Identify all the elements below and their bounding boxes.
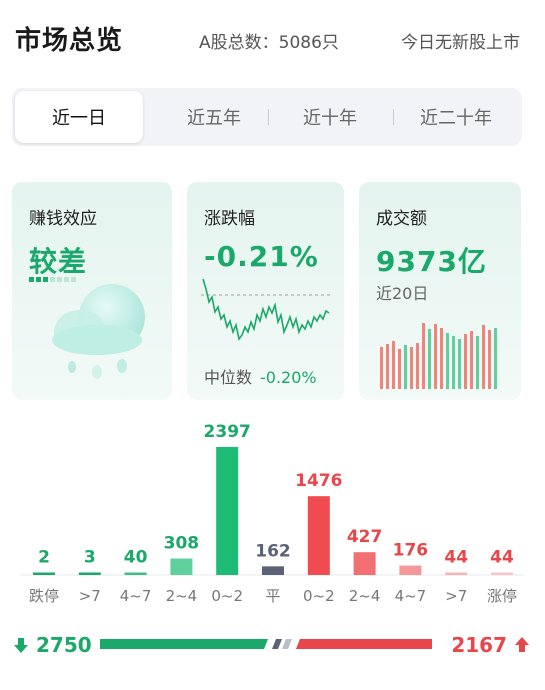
volume-period: 近20日 <box>376 284 429 303</box>
effect-meter <box>29 277 76 282</box>
up-summary: 2167 <box>451 633 531 657</box>
flat-ratio-segment-light <box>282 639 292 649</box>
flat-ratio-segment <box>272 639 282 649</box>
bar-value-label: 40 <box>124 548 148 568</box>
volume-title: 成交额 <box>376 209 427 229</box>
distribution-bar <box>33 572 55 575</box>
volume-bars <box>380 323 497 389</box>
arrow-up-icon <box>515 637 529 652</box>
total-stocks-value: 5086只 <box>278 33 339 53</box>
distribution-bar <box>216 447 239 575</box>
cloud-rain-icon <box>52 284 145 379</box>
up-count: 2167 <box>451 633 507 657</box>
category-label: 平 <box>265 587 280 605</box>
change-value: -0.21% <box>204 240 319 273</box>
distribution-bar <box>124 572 147 575</box>
page-title: 市场总览 <box>15 26 124 56</box>
distribution-bar <box>262 566 284 575</box>
up-down-ratio-bar <box>100 639 432 649</box>
category-label: 2~4 <box>166 587 198 605</box>
distribution-bar <box>78 572 101 575</box>
down-ratio-segment <box>100 639 268 649</box>
category-label: >7 <box>445 587 467 605</box>
bar-value-label: 162 <box>255 541 291 561</box>
category-label: 涨停 <box>487 587 517 605</box>
change-title: 涨跌幅 <box>204 209 255 229</box>
category-label: 4~7 <box>395 587 427 605</box>
distribution-chart: 2 跌停 3 >7 40 4~7 308 2~4 2397 0~2 162 平 1476 0~2 427 2~… <box>20 422 525 605</box>
change-card[interactable]: 涨跌幅 -0.21% 中位数 -0.20% <box>187 182 344 400</box>
distribution-bar <box>445 572 468 575</box>
bar-value-label: 2 <box>38 548 50 568</box>
tab-1d[interactable]: 近一日 <box>15 91 143 143</box>
tab-20y[interactable]: 近二十年 <box>420 108 492 129</box>
total-stocks: A股总数：5086只 <box>199 28 339 53</box>
intraday-sparkline <box>201 278 331 341</box>
distribution-bar <box>491 572 513 575</box>
tab-10y[interactable]: 近十年 <box>303 108 357 129</box>
bar-value-label: 2397 <box>204 422 251 442</box>
median: 中位数 -0.20% <box>204 364 317 388</box>
bar-value-label: 1476 <box>295 471 342 491</box>
bar-value-label: 176 <box>393 541 429 561</box>
profit-effect-title: 赚钱效应 <box>29 209 97 229</box>
category-label: 0~2 <box>211 587 243 605</box>
tab-divider <box>393 109 394 125</box>
period-tabs: 近一日 近五年 近十年 近二十年 <box>12 88 522 146</box>
arrow-down-icon <box>14 638 28 653</box>
category-label: 4~7 <box>120 587 152 605</box>
bar-value-label: 44 <box>444 548 468 568</box>
bar-value-label: 3 <box>84 548 96 568</box>
category-label: >7 <box>79 587 101 605</box>
tab-5y[interactable]: 近五年 <box>187 108 241 129</box>
category-label: 0~2 <box>303 587 335 605</box>
down-count: 2750 <box>36 633 92 657</box>
distribution-bar <box>353 552 376 575</box>
distribution-bar <box>307 496 330 575</box>
tab-divider <box>268 109 269 125</box>
profit-effect-value: 较差 <box>29 245 88 278</box>
median-value: -0.20% <box>260 368 317 387</box>
volume-card[interactable]: 成交额 9373亿 近20日 <box>359 182 521 400</box>
bar-value-label: 308 <box>164 534 200 554</box>
profit-effect-card[interactable]: 赚钱效应 较差 <box>12 182 172 400</box>
distribution-bar <box>170 558 193 575</box>
up-ratio-segment <box>296 639 432 649</box>
distribution-bar <box>399 565 422 575</box>
bar-value-label: 427 <box>347 527 383 547</box>
ipo-status: 今日无新股上市 <box>401 33 520 53</box>
bar-value-label: 44 <box>490 548 514 568</box>
total-stocks-label: A股总数： <box>199 33 279 53</box>
category-label: 2~4 <box>349 587 381 605</box>
down-summary: 2750 <box>12 633 92 657</box>
median-label: 中位数 <box>204 368 253 387</box>
volume-value: 9373亿 <box>376 245 487 278</box>
category-label: 跌停 <box>29 587 59 605</box>
